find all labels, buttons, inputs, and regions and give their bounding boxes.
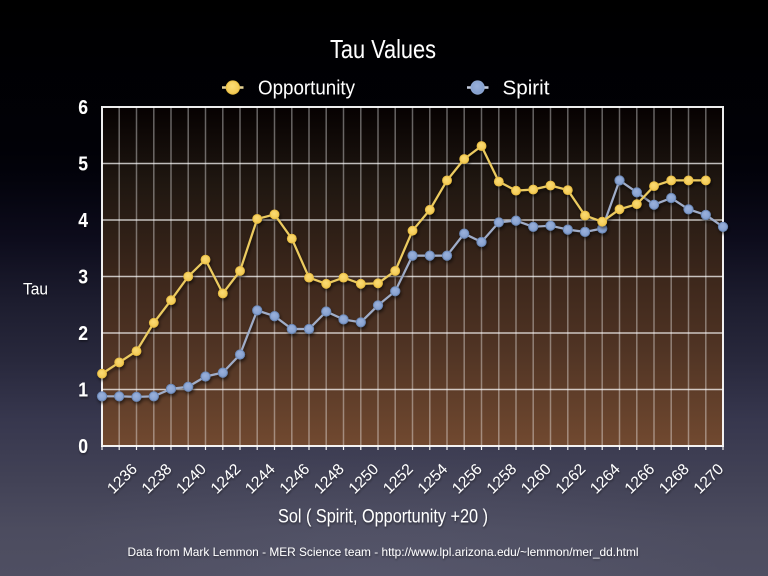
svg-text:Opportunity: Opportunity: [258, 78, 355, 100]
svg-text:1238: 1238: [139, 461, 176, 498]
svg-text:6: 6: [78, 97, 88, 119]
svg-text:4: 4: [78, 210, 89, 232]
svg-text:Spirit: Spirit: [503, 78, 550, 100]
svg-text:1258: 1258: [484, 461, 521, 498]
svg-text:3: 3: [78, 267, 88, 289]
svg-text:1248: 1248: [311, 461, 348, 498]
svg-text:Tau: Tau: [23, 280, 48, 299]
svg-text:Sol ( Spirit, Opportunity +20: Sol ( Spirit, Opportunity +20 ): [278, 506, 488, 528]
svg-text:1236: 1236: [104, 461, 141, 498]
svg-text:0: 0: [78, 436, 88, 458]
svg-text:1266: 1266: [622, 461, 659, 498]
svg-text:1240: 1240: [173, 460, 210, 497]
svg-text:Tau Values: Tau Values: [330, 34, 436, 64]
svg-text:1262: 1262: [553, 461, 590, 498]
svg-text:1252: 1252: [380, 461, 417, 498]
svg-text:1264: 1264: [587, 460, 624, 497]
svg-text:1260: 1260: [518, 460, 555, 497]
svg-text:1242: 1242: [208, 461, 245, 498]
svg-text:2: 2: [78, 323, 88, 345]
svg-text:1: 1: [78, 380, 88, 402]
svg-text:1270: 1270: [691, 460, 728, 497]
svg-text:1246: 1246: [277, 461, 314, 498]
svg-text:1250: 1250: [346, 460, 383, 497]
svg-text:Data from Mark Lemmon - MER Sc: Data from Mark Lemmon - MER Science team…: [128, 545, 639, 559]
svg-text:1256: 1256: [449, 461, 486, 498]
svg-text:1254: 1254: [415, 460, 452, 497]
svg-text:1268: 1268: [656, 461, 693, 498]
svg-text:5: 5: [78, 154, 88, 176]
svg-text:1244: 1244: [242, 460, 279, 497]
